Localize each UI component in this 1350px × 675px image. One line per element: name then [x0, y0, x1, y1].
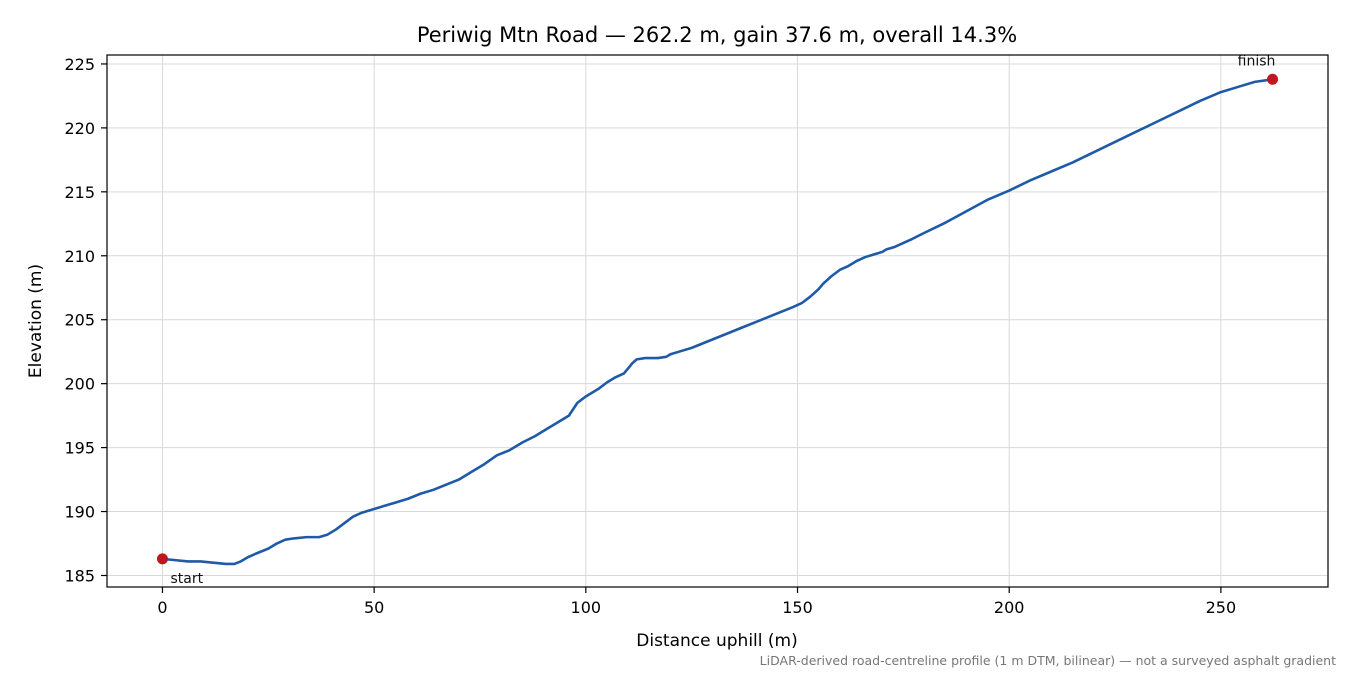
axis-ticks: 0 50 100 150 200 250 185 190 195 200 205 210 215 220 2… [64, 55, 1236, 617]
chart-title: Periwig Mtn Road — 262.2 m, gain 37.6 m,… [417, 23, 1017, 47]
x-tick-label: 250 [1206, 598, 1237, 617]
chart-footnote: LiDAR-derived road-centreline profile (1… [760, 653, 1336, 668]
x-tick-label: 50 [364, 598, 384, 617]
y-tick-label: 195 [64, 439, 95, 458]
x-axis-label: Distance uphill (m) [636, 631, 797, 651]
y-axis-label: Elevation (m) [26, 264, 46, 378]
y-tick-label: 190 [64, 503, 95, 522]
series-layer [161, 78, 1274, 566]
plot-frame [106, 54, 1329, 588]
y-tick-label: 220 [64, 119, 95, 138]
y-tick-label: 200 [64, 375, 95, 394]
y-tick-label: 210 [64, 247, 95, 266]
endpoint-markers: start finish [156, 53, 1279, 587]
finish-annotation: finish [1238, 53, 1276, 69]
x-tick-label: 150 [782, 598, 813, 617]
start-point-marker [156, 553, 168, 565]
y-tick-label: 215 [64, 183, 95, 202]
y-tick-label: 185 [64, 566, 95, 585]
x-tick-label: 100 [571, 598, 602, 617]
x-tick-label: 0 [157, 598, 167, 617]
y-tick-label: 225 [64, 55, 95, 74]
grid-lines [107, 55, 1328, 587]
elevation-profile-line [161, 78, 1274, 566]
start-annotation: start [170, 571, 203, 587]
y-tick-label: 205 [64, 311, 95, 330]
x-tick-label: 200 [994, 598, 1025, 617]
finish-point-marker [1267, 73, 1279, 85]
